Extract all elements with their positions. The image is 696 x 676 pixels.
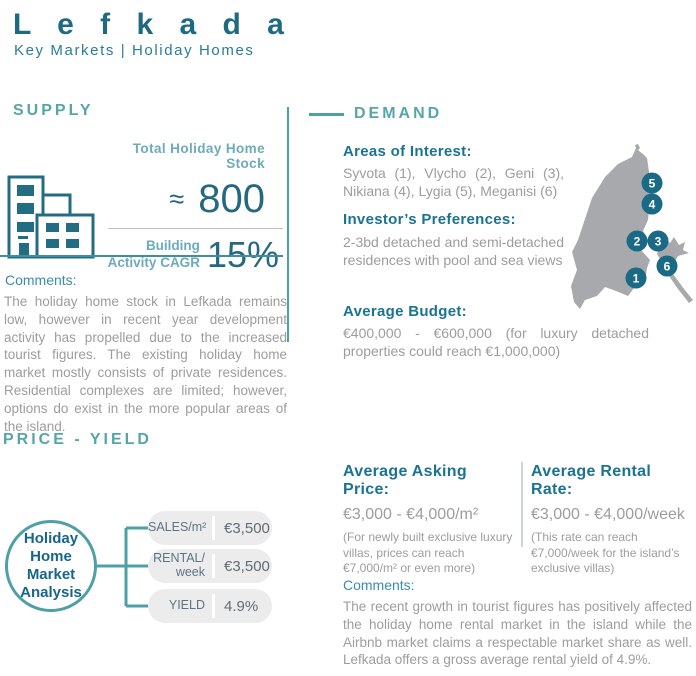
map-marker-5: 5 (641, 172, 663, 194)
yield-pill: YIELD 4.9% (148, 589, 272, 623)
asking-price-label: Average Asking Price: (343, 463, 467, 498)
investor-preferences-text: 2-3bd detached and semi-detached residen… (343, 234, 564, 269)
svg-text:1: 1 (633, 272, 640, 286)
rental-rate-label: Average Rental Rate: (531, 463, 652, 498)
map-marker-6: 6 (656, 255, 678, 277)
asking-price-note: (For newly built exclusive luxury villas… (343, 530, 513, 576)
svg-text:2: 2 (634, 235, 641, 249)
map-marker-3: 3 (647, 230, 669, 252)
circle-line-2: Home (30, 548, 72, 565)
sales-label: SALES/m² (148, 520, 207, 535)
supply-heading: SUPPLY (13, 102, 94, 119)
map-marker-2: 2 (626, 230, 648, 252)
page-subtitle: Key Markets | Holiday Homes (14, 42, 255, 59)
rental-label: RENTAL/ week (148, 551, 212, 580)
svg-text:4: 4 (649, 198, 656, 212)
supply-stats: Total Holiday Home Stock ≈ 800 Building … (100, 141, 283, 276)
sales-value: €3,500 (224, 519, 270, 537)
average-budget-text: €400,000 - €600,000 (for luxury detached… (343, 325, 649, 360)
column-divider (287, 107, 289, 342)
svg-text:3: 3 (655, 235, 662, 249)
circle-line-3: Market (26, 566, 76, 583)
rental-rate-value: €3,000 - €4,000/week (531, 506, 685, 523)
rental-label-line1: RENTAL/ (153, 551, 205, 566)
pill-separator (212, 554, 215, 578)
diagram-connector-lines (96, 520, 152, 621)
average-asking-price-block: Average Asking Price: €3,000 - €4,000/m²… (343, 463, 515, 577)
stock-number: 800 (198, 177, 265, 221)
investor-preferences-label: Investor’s Preferences: (343, 211, 516, 228)
pill-separator (212, 594, 215, 618)
cagr-label: Building Activity CAGR (108, 238, 200, 272)
rental-label-line2: week (175, 565, 205, 579)
page-title: L e f k a d a (13, 8, 293, 41)
yield-value: 4.9% (224, 597, 259, 615)
market-analysis-circle: Holiday Home Market Analysis (5, 520, 97, 612)
map-markers: 5 4 2 3 6 (625, 172, 678, 289)
lefkada-island-map: 5 4 2 3 6 (566, 142, 694, 342)
demand-heading: DEMAND (354, 105, 443, 122)
svg-text:5: 5 (649, 177, 656, 191)
rental-pill: RENTAL/ week €3,500 (148, 549, 272, 583)
map-marker-4: 4 (641, 193, 663, 215)
average-rental-rate-block: Average Rental Rate: €3,000 - €4,000/wee… (531, 463, 693, 577)
map-marker-1: 1 (625, 267, 647, 289)
areas-of-interest-text: Syvota (1), Vlycho (2), Geni (3), Nikian… (343, 165, 564, 200)
svg-text:6: 6 (664, 260, 671, 274)
rental-rate-note: (This rate can reach €7,000/week for the… (531, 530, 680, 576)
sales-pill: SALES/m² €3,500 (148, 511, 272, 545)
yield-label: YIELD (168, 598, 205, 613)
buildings-icon (5, 166, 97, 265)
price-yield-comments-text: The recent growth in tourist figures has… (343, 599, 692, 668)
circle-line-1: Holiday (23, 530, 79, 547)
cagr-value: 15% (206, 234, 279, 275)
cagr-label-line1: Building (145, 238, 200, 254)
pill-separator (212, 516, 215, 540)
demand-dash (309, 113, 344, 116)
price-yield-comments-label: Comments: (343, 577, 415, 593)
asking-price-value: €3,000 - €4,000/m² (343, 506, 479, 523)
stats-divider (108, 228, 283, 229)
price-yield-heading: PRICE - YIELD (3, 431, 152, 448)
areas-of-interest-label: Areas of Interest: (343, 143, 472, 160)
circle-line-4: Analysis (20, 584, 82, 601)
cagr-label-line2: Activity CAGR (107, 255, 200, 270)
stock-value: ≈ 800 (100, 177, 283, 222)
supply-comments-text: The holiday home stock in Lefkada remain… (4, 294, 287, 434)
approx-symbol: ≈ (169, 184, 185, 214)
supply-comments-label: Comments: (5, 272, 77, 288)
average-budget-label: Average Budget: (343, 303, 467, 320)
cagr-stat: Building Activity CAGR 15% (100, 234, 283, 276)
supply-underline (0, 255, 283, 257)
rental-value: €3,500 (224, 557, 270, 575)
stock-label: Total Holiday Home Stock (132, 141, 265, 171)
rates-divider (521, 462, 523, 547)
